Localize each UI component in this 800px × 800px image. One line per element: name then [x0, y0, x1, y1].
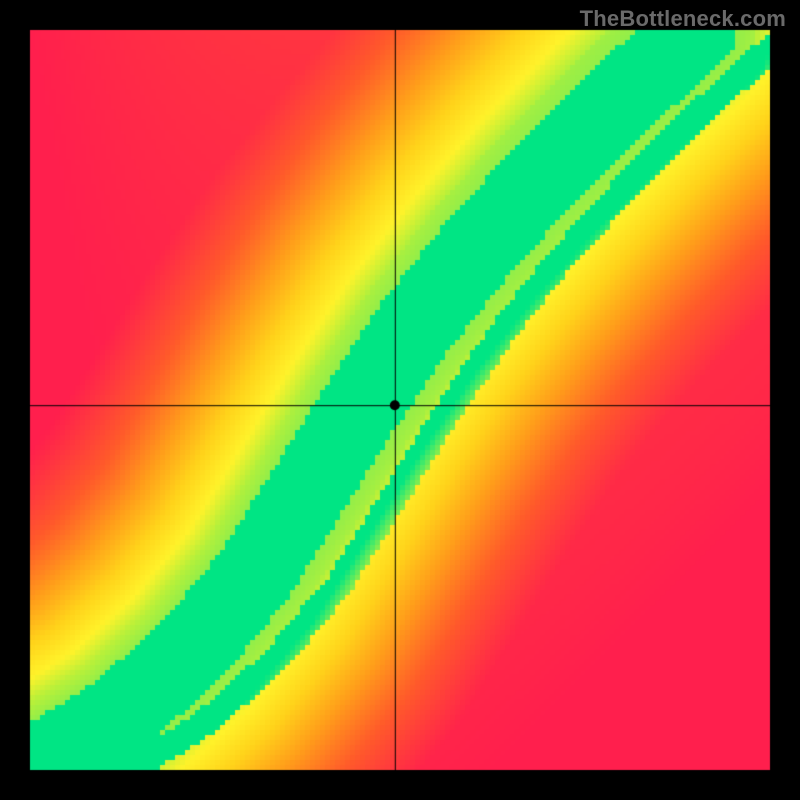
watermark-text: TheBottleneck.com: [580, 6, 786, 32]
bottleneck-heatmap: [0, 0, 800, 800]
